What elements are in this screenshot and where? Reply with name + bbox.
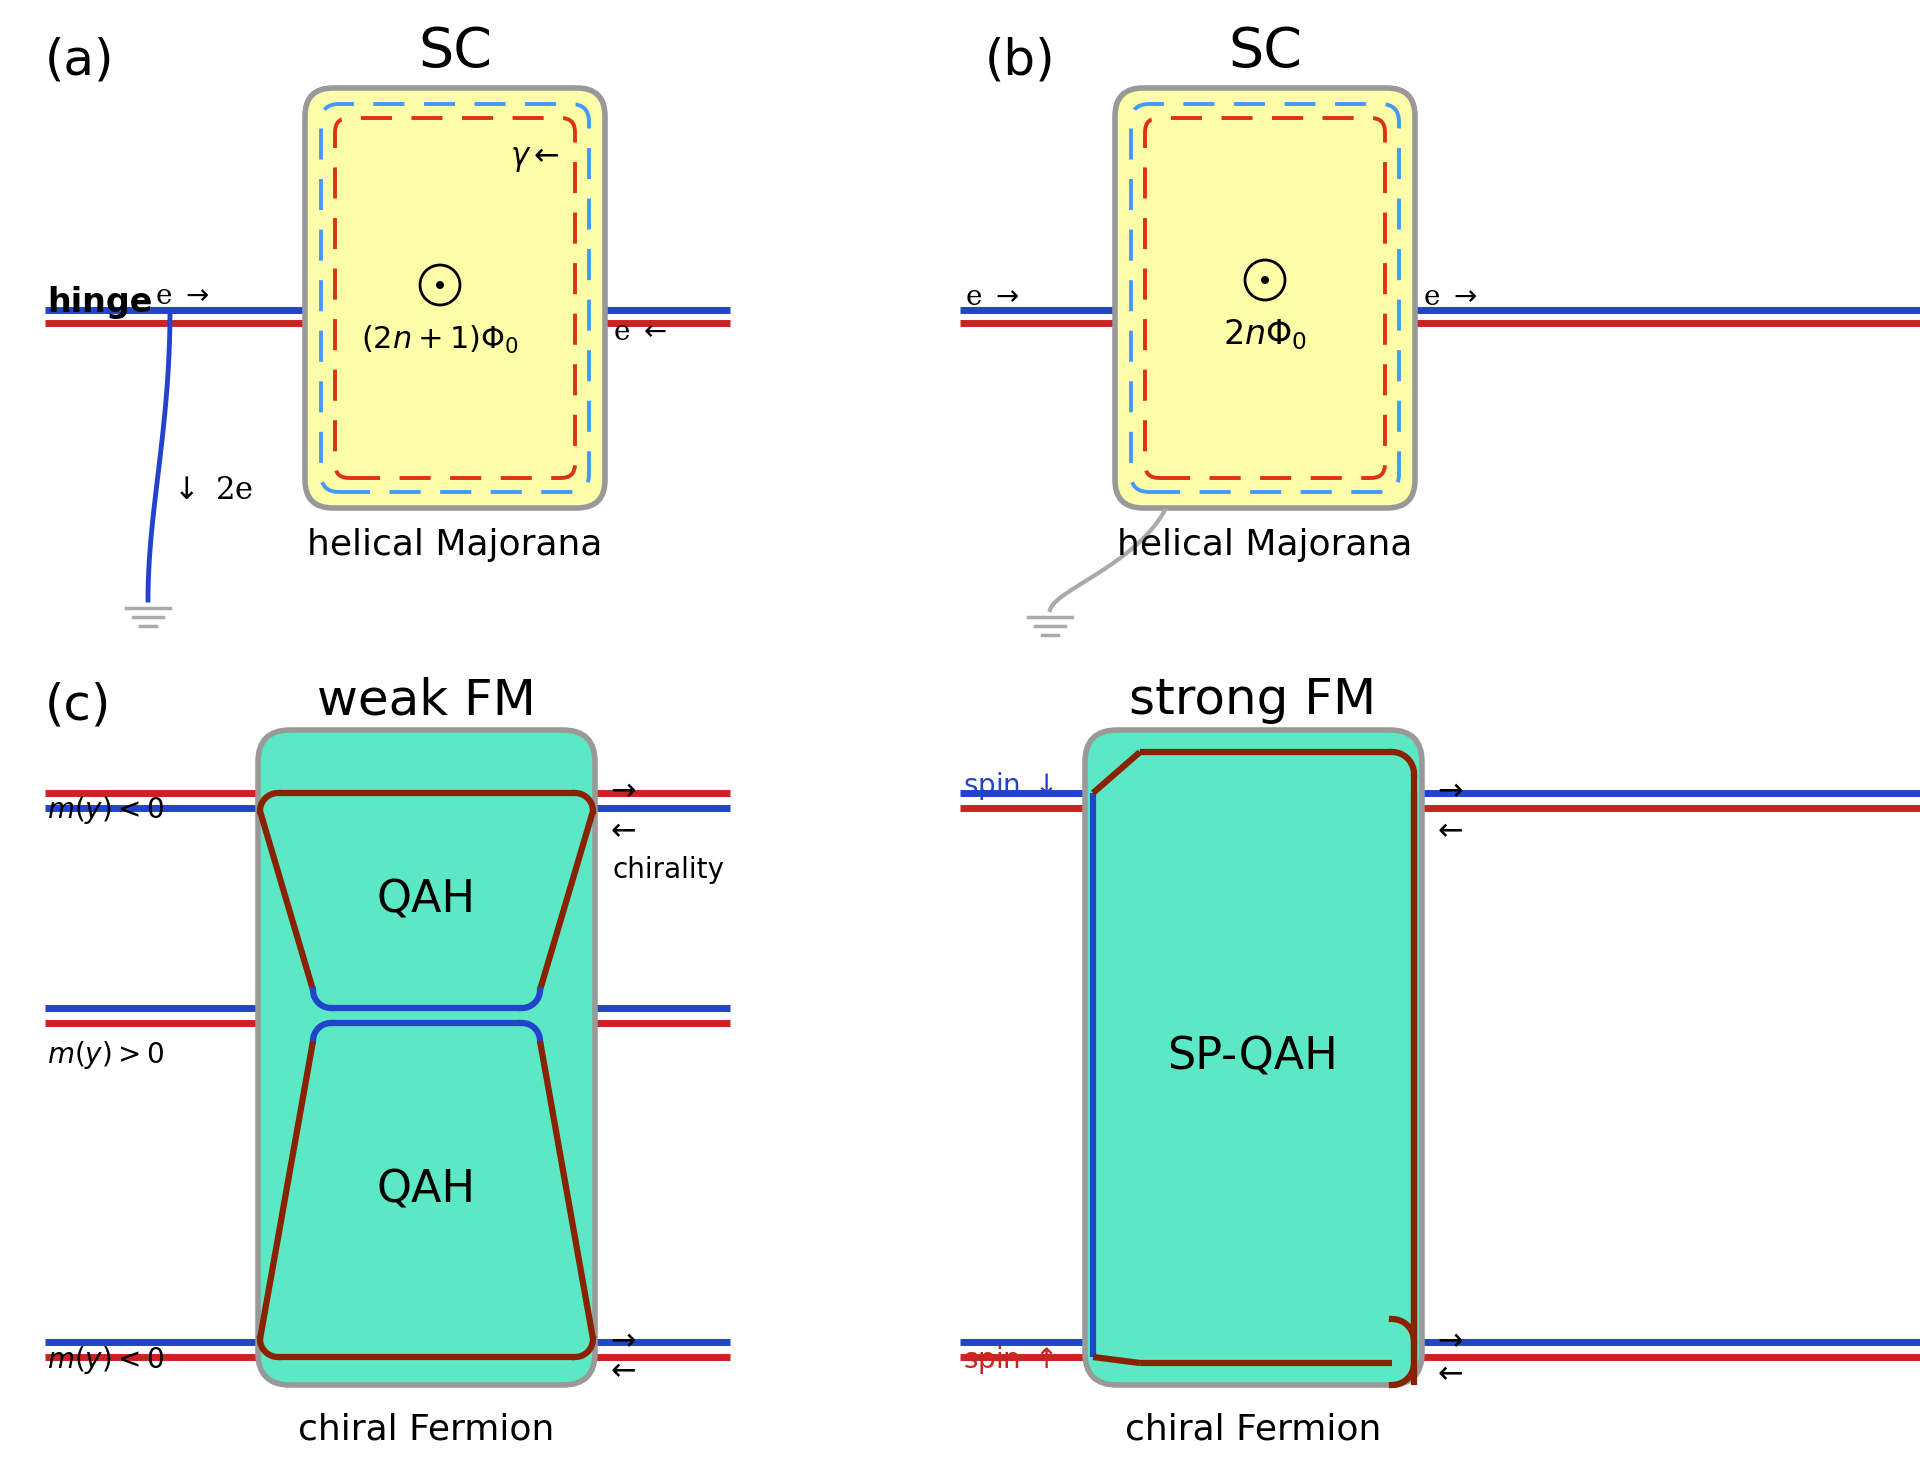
Text: $\leftarrow$: $\leftarrow$ [1432, 1358, 1463, 1389]
Text: QAH: QAH [376, 879, 476, 921]
Text: $\rightarrow$: $\rightarrow$ [1432, 775, 1465, 806]
Text: strong FM: strong FM [1129, 675, 1377, 724]
Text: (a): (a) [44, 37, 115, 84]
Text: chiral Fermion: chiral Fermion [298, 1414, 555, 1447]
Text: chiral Fermion: chiral Fermion [1125, 1414, 1380, 1447]
Text: SC: SC [1229, 25, 1302, 79]
Text: hinge: hinge [46, 286, 152, 318]
Text: $m(y) < 0$: $m(y) < 0$ [46, 1343, 163, 1376]
Text: e $\rightarrow$: e $\rightarrow$ [966, 284, 1020, 311]
Text: chirality: chirality [612, 856, 726, 883]
Text: $m(y) > 0$: $m(y) > 0$ [46, 1039, 163, 1071]
Text: SC: SC [419, 25, 492, 79]
Text: e $\rightarrow$: e $\rightarrow$ [156, 283, 209, 309]
Text: helical Majorana: helical Majorana [1117, 527, 1413, 563]
Text: $\downarrow$ 2e: $\downarrow$ 2e [169, 475, 253, 505]
Text: SP-QAH: SP-QAH [1167, 1036, 1338, 1078]
FancyBboxPatch shape [1116, 88, 1415, 508]
Text: e $\leftarrow$: e $\leftarrow$ [612, 318, 668, 346]
Text: helical Majorana: helical Majorana [307, 527, 603, 563]
Text: $\leftarrow$: $\leftarrow$ [605, 1355, 637, 1386]
Text: $\leftarrow$: $\leftarrow$ [605, 815, 637, 845]
Text: QAH: QAH [376, 1169, 476, 1212]
Text: $2n\Phi_0$: $2n\Phi_0$ [1223, 318, 1308, 353]
Text: $m(y) < 0$: $m(y) < 0$ [46, 794, 163, 826]
Text: $(2n+1)\Phi_0$: $(2n+1)\Phi_0$ [361, 324, 518, 356]
Text: $\rightarrow$: $\rightarrow$ [605, 1324, 637, 1355]
Text: (c): (c) [44, 681, 111, 730]
Text: spin $\downarrow$: spin $\downarrow$ [964, 771, 1054, 801]
Circle shape [1261, 275, 1269, 284]
Circle shape [436, 281, 444, 289]
Text: e $\rightarrow$: e $\rightarrow$ [1423, 284, 1478, 311]
FancyBboxPatch shape [257, 730, 595, 1384]
Text: weak FM: weak FM [317, 675, 536, 724]
Text: $\rightarrow$: $\rightarrow$ [605, 775, 637, 806]
Text: $\leftarrow$: $\leftarrow$ [1432, 815, 1463, 845]
Text: $\rightarrow$: $\rightarrow$ [1432, 1324, 1465, 1355]
FancyBboxPatch shape [1085, 730, 1423, 1384]
Text: (b): (b) [985, 37, 1056, 84]
Text: spin $\uparrow$: spin $\uparrow$ [964, 1343, 1054, 1376]
FancyBboxPatch shape [305, 88, 605, 508]
Text: $\gamma \leftarrow$: $\gamma \leftarrow$ [511, 142, 561, 173]
